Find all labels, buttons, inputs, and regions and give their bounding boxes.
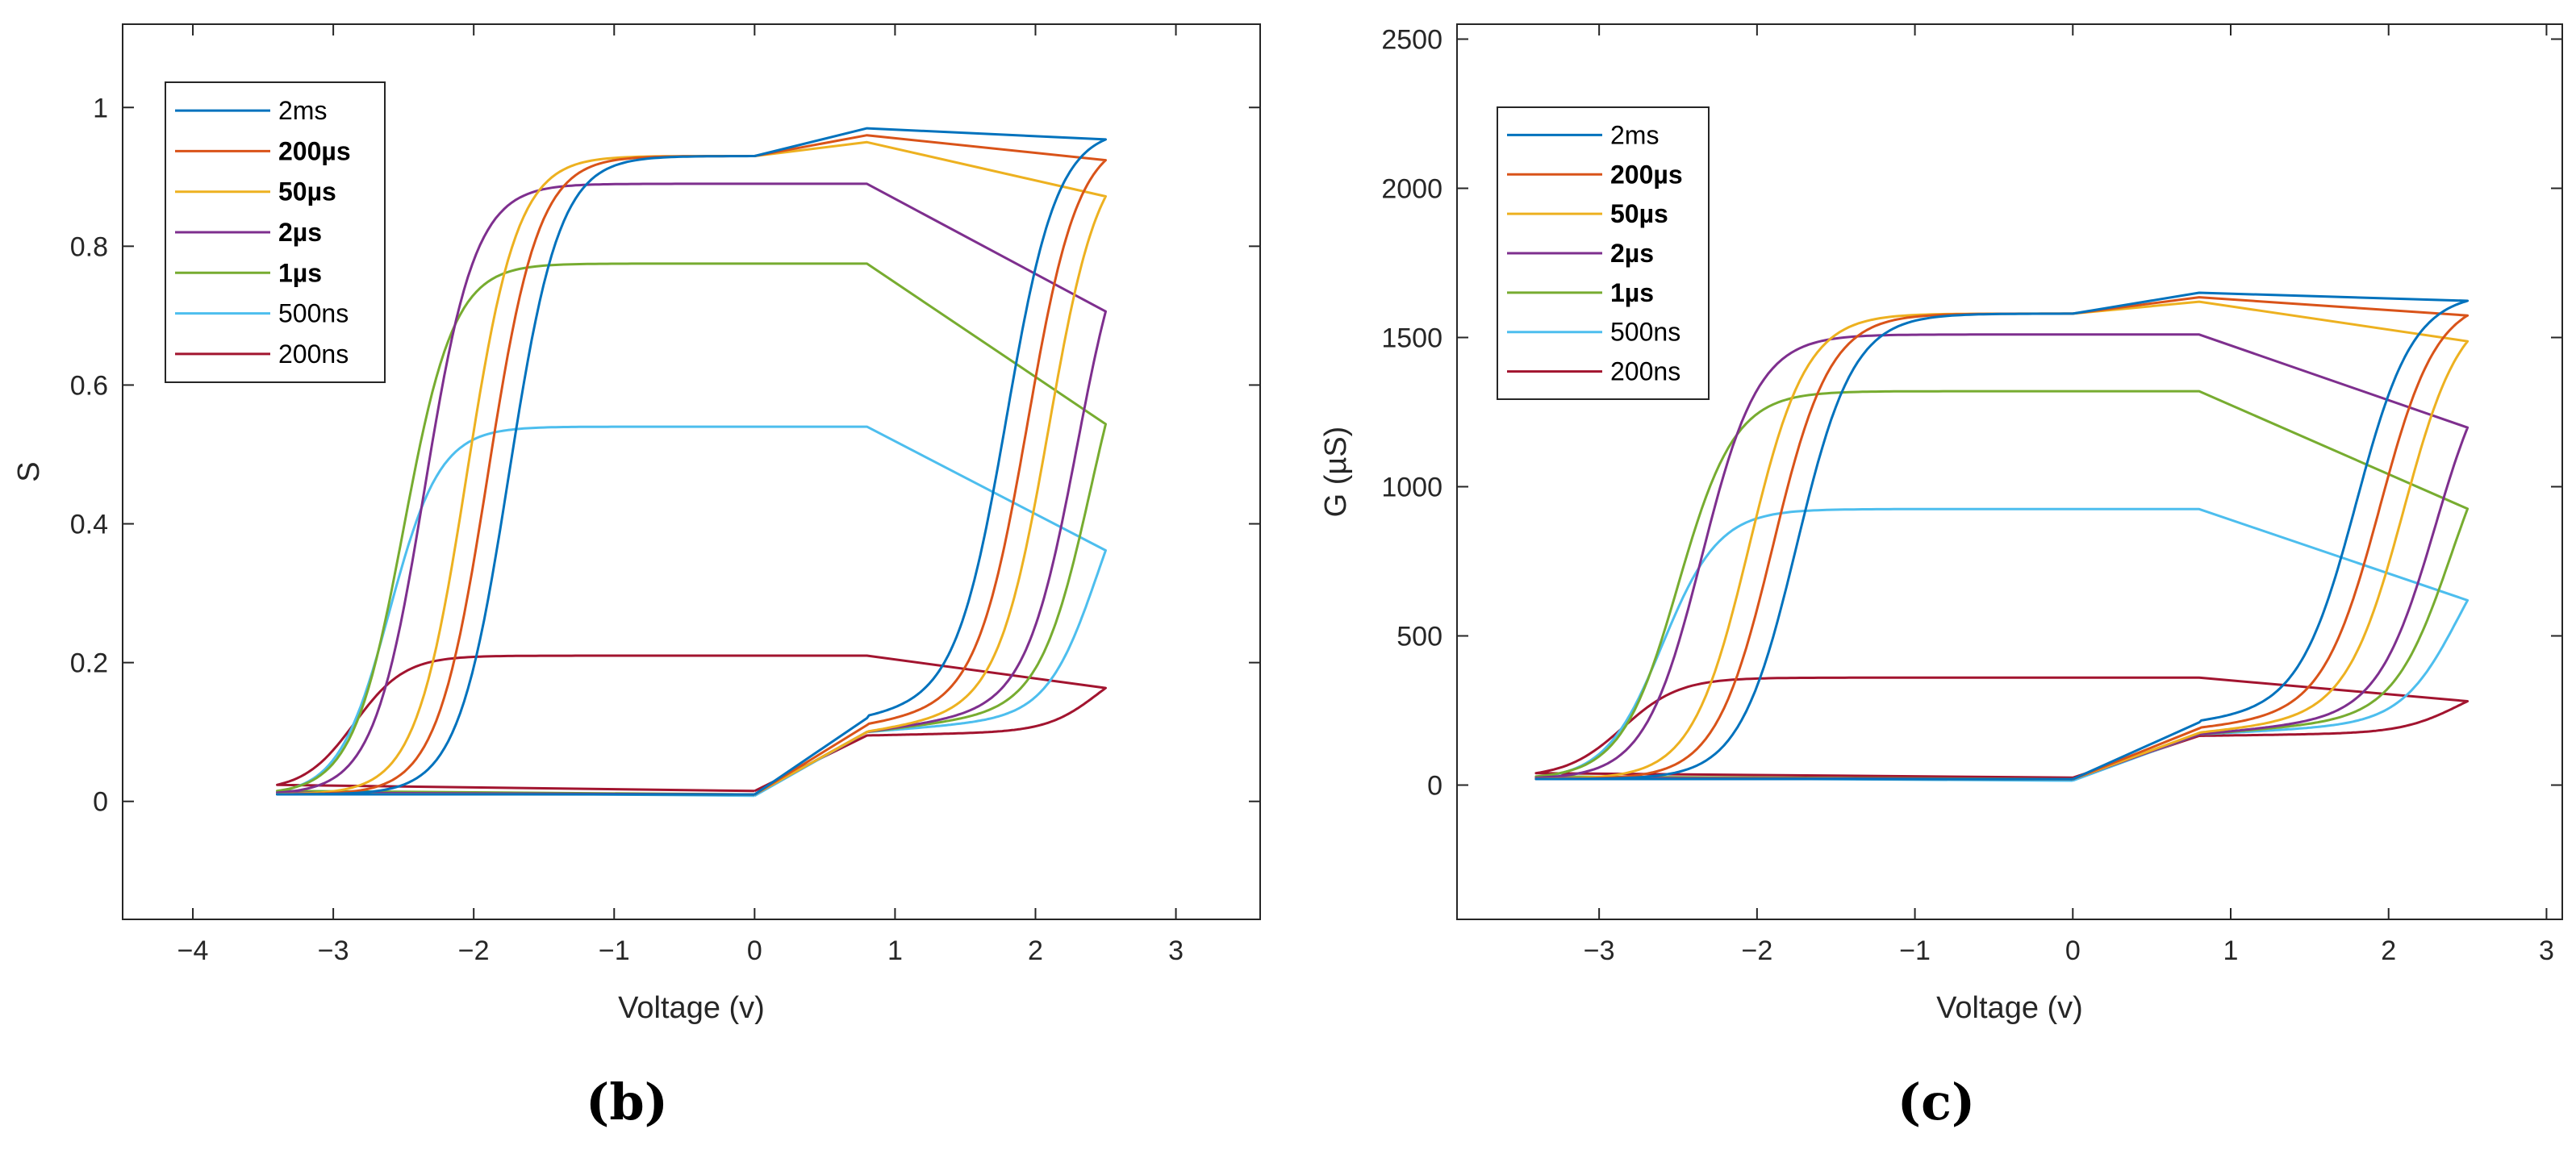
legend-label: 200ns [1610,357,1680,386]
x-tick-label: −3 [1584,935,1615,966]
y-axis-label-c: G (µS) [1319,427,1353,518]
series-line-500ns [276,425,1107,798]
y-tick-label: 1 [93,93,108,123]
legend-label: 2µs [278,218,322,247]
x-axis-label-b: Voltage (v) [618,991,765,1025]
ticks-b: −4 −3 −2 −1 0 1 2 3 0 0.2 0.4 0.6 0.8 1 [70,24,1260,966]
y-axis-label-b: S [12,461,46,481]
series-line-1us [1534,390,2470,781]
x-tick-label: 0 [747,935,762,966]
y-tick-label: 1000 [1381,473,1442,503]
series-line-50us [276,140,1107,796]
legend-label: 1µs [1610,278,1654,307]
legend-b: 2ms 200µs 50µs 2µs 1µs 500ns 200ns [165,81,386,383]
x-tick-label: 1 [2223,935,2239,966]
y-tick-label: 0 [1427,771,1442,802]
series-line-200us [276,134,1107,796]
x-tick-label: 3 [1168,935,1184,966]
legend-label: 200µs [278,136,351,165]
x-tick-label: −3 [318,935,349,966]
legend-c: 2ms 200µs 50µs 2µs 1µs 500ns 200ns [1497,106,1710,400]
panel-label-b: (b) [586,1073,668,1131]
x-tick-label: −1 [599,935,630,966]
y-tick-label: 0.4 [70,510,108,540]
x-tick-label: −2 [458,935,490,966]
legend-label: 2ms [278,96,327,125]
legend-label: 50µs [1610,199,1668,228]
x-tick-label: 2 [1028,935,1043,966]
x-tick-label: 2 [2381,935,2396,966]
y-tick-label: 2000 [1381,174,1442,205]
legend-label: 200ns [278,340,349,369]
legend-label: 1µs [278,258,322,287]
series-group-b [276,127,1107,798]
y-tick-label: 0 [93,787,108,818]
legend-label: 200µs [1610,160,1683,189]
series-line-200ns [1534,676,2470,779]
series-line-500ns [1534,507,2470,782]
y-tick-label: 0.8 [70,231,108,262]
y-tick-label: 0.2 [70,648,108,679]
legend-label: 500ns [1610,318,1680,347]
chart-panel-c: −3 −2 −1 0 1 2 3 0 500 1000 1500 2000 2500 Voltage (… [1319,23,2563,1131]
ticks-c: −3 −2 −1 0 1 2 3 0 500 1000 1500 2000 2500 [1381,24,2562,966]
series-line-50us [1534,300,2470,781]
series-line-2ms [276,127,1107,796]
legend-label: 2ms [1610,120,1659,149]
x-axis-label-c: Voltage (v) [1936,991,2083,1025]
series-line-200us [1534,296,2470,781]
x-tick-label: −1 [1899,935,1931,966]
series-line-2us [1534,333,2470,781]
y-tick-label: 0.6 [70,370,108,401]
y-tick-label: 2500 [1381,25,1442,56]
series-line-2us [276,182,1107,796]
x-tick-label: 0 [2065,935,2081,966]
x-tick-label: 3 [2539,935,2554,966]
series-group-c [1534,291,2470,782]
series-line-1us [276,262,1107,796]
x-tick-label: −4 [177,935,209,966]
legend-label: 500ns [278,299,349,328]
legend-label: 2µs [1610,239,1654,268]
legend-label: 50µs [278,177,336,206]
panel-label-c: (c) [1898,1073,1975,1131]
y-tick-label: 1500 [1381,323,1442,354]
chart-panel-b: −4 −3 −2 −1 0 1 2 3 0 0.2 0.4 0.6 0.8 1 Voltage (v) S… [12,23,1261,1131]
x-tick-label: 1 [887,935,903,966]
series-line-2ms [1534,291,2470,781]
y-tick-label: 500 [1397,622,1442,652]
x-tick-label: −2 [1741,935,1772,966]
series-line-200ns [276,654,1107,793]
